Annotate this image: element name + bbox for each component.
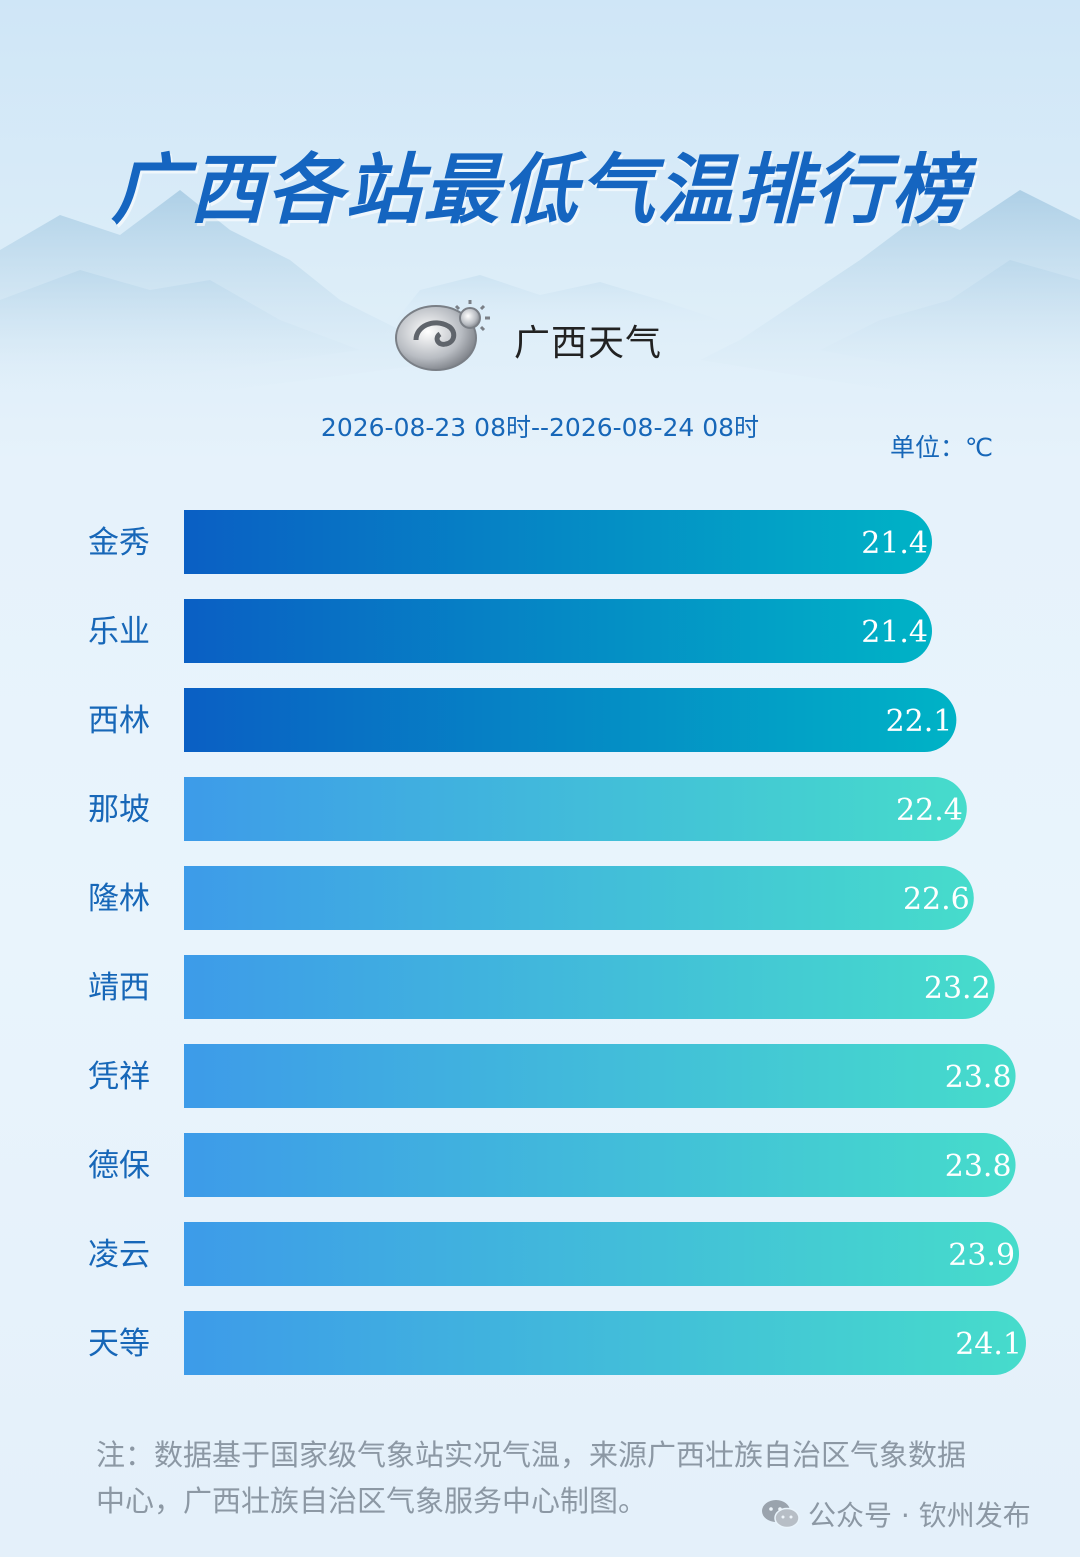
category-label: 金秀 <box>88 525 150 561</box>
watermark-text: 公众号 · 钦州发布 <box>808 1499 1031 1532</box>
value-label: 22.4 <box>896 793 963 828</box>
bar-那坡 <box>184 777 967 841</box>
value-label: 21.4 <box>861 615 928 650</box>
category-label: 凌云 <box>88 1237 150 1273</box>
bar-靖西 <box>184 955 995 1019</box>
category-label: 那坡 <box>88 792 150 828</box>
bar-德保 <box>184 1133 1016 1197</box>
value-label: 22.1 <box>886 704 953 739</box>
watermark: 公众号 · 钦州发布 <box>760 1494 1031 1534</box>
bar-乐业 <box>184 599 932 663</box>
value-label: 23.8 <box>945 1149 1012 1184</box>
value-label: 21.4 <box>861 526 928 561</box>
value-label: 22.6 <box>903 882 970 917</box>
bar-凭祥 <box>184 1044 1016 1108</box>
category-label: 隆林 <box>88 881 150 917</box>
value-label: 24.1 <box>955 1327 1022 1362</box>
logo-text: 广西天气 <box>514 323 663 364</box>
unit-label: 单位：℃ <box>890 433 994 462</box>
date-range: 2026-08-23 08时--2026-08-24 08时 <box>320 413 760 442</box>
page-title: 广西各站最低气温排行榜 <box>111 145 969 234</box>
category-label: 靖西 <box>88 970 150 1006</box>
category-label: 凭祥 <box>88 1059 150 1095</box>
category-label: 德保 <box>88 1148 150 1184</box>
bar-凌云 <box>184 1222 1020 1286</box>
bar-金秀 <box>184 510 932 574</box>
category-label: 天等 <box>88 1326 150 1362</box>
category-label: 西林 <box>88 703 150 739</box>
wechat-icon <box>762 1500 800 1529</box>
bar-天等 <box>184 1311 1026 1375</box>
logo: 广西天气 <box>394 296 694 376</box>
value-label: 23.2 <box>924 971 991 1006</box>
category-label: 乐业 <box>88 614 150 650</box>
guangxi-weather-logo-icon <box>395 300 490 371</box>
bar-西林 <box>184 688 957 752</box>
value-label: 23.9 <box>948 1238 1015 1273</box>
value-label: 23.8 <box>945 1060 1012 1095</box>
bar-隆林 <box>184 866 974 930</box>
footnote: 注：数据基于国家级气象站实况气温，来源广西壮族自治区气象数据中心，广西壮族自治区… <box>96 1438 967 1518</box>
